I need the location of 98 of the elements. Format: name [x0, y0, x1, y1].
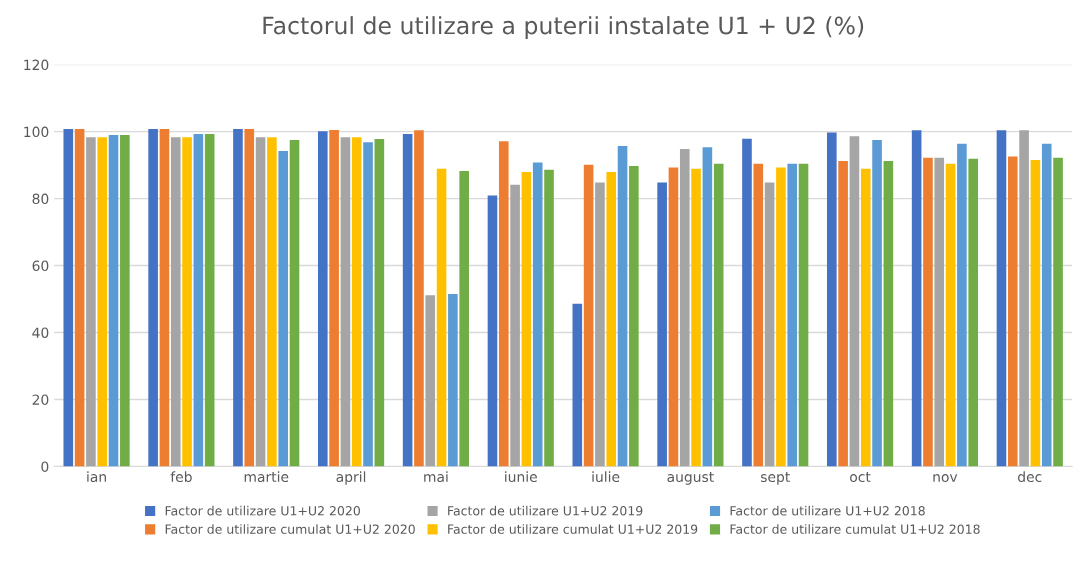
- bar: [776, 167, 786, 467]
- bar: [436, 168, 447, 467]
- bar: [872, 139, 882, 467]
- bar: [329, 129, 339, 467]
- bar: [193, 133, 204, 467]
- bar: [911, 130, 922, 467]
- x-tick-label: sept: [760, 472, 790, 485]
- legend-label: Factor de utilizare cumulat U1+U2 2019: [448, 524, 698, 534]
- bar: [798, 163, 809, 467]
- bar: [97, 137, 108, 467]
- y-tick-label: 40: [32, 327, 49, 338]
- bar: [267, 137, 277, 467]
- bar: [510, 184, 520, 467]
- bar: [595, 182, 605, 467]
- legend-label: Factor de utilizare cumulat U1+U2 2018: [730, 524, 980, 534]
- bar: [679, 149, 690, 467]
- bar: [691, 168, 701, 467]
- bar: [182, 137, 192, 467]
- bar: [108, 134, 119, 467]
- bar: [459, 171, 469, 467]
- bar: [233, 128, 243, 467]
- bar: [1053, 157, 1063, 467]
- legend-label: Factor de utilizare U1+U2 2018: [730, 505, 925, 516]
- bar: [572, 303, 583, 467]
- bar: [996, 130, 1007, 467]
- bar: [764, 182, 775, 467]
- bar: [244, 128, 255, 467]
- bar: [170, 137, 181, 467]
- x-tick-label: april: [336, 471, 366, 485]
- bar: [448, 294, 458, 467]
- x-tick-label: mai: [424, 471, 448, 483]
- legend-label: Factor de utilizare U1+U2 2020: [165, 505, 360, 516]
- x-tick-label: nov: [933, 474, 958, 483]
- bar: [340, 137, 351, 467]
- bar: [363, 142, 373, 467]
- x-tick-label: ian: [87, 471, 106, 483]
- x-tick-label: feb: [170, 471, 192, 483]
- bar: [498, 141, 509, 467]
- bar: [402, 133, 413, 467]
- legend-label: Factor de utilizare U1+U2 2019: [448, 505, 643, 516]
- bar: [289, 139, 300, 467]
- bar: [968, 158, 978, 467]
- bar: [787, 163, 798, 467]
- bar: [425, 295, 436, 467]
- bar: [159, 128, 170, 467]
- bar: [120, 134, 130, 467]
- y-tick-label: 80: [32, 193, 49, 205]
- bar: [702, 147, 713, 467]
- bar: [374, 138, 385, 467]
- bar: [934, 157, 945, 467]
- x-tick-label: martie: [244, 471, 289, 483]
- y-tick-label: 20: [32, 394, 49, 405]
- bar: [945, 163, 956, 467]
- bar: [255, 137, 266, 467]
- bar: [849, 136, 860, 467]
- bar: [414, 130, 424, 467]
- chart-title: Factorul de utilizare a puterii instalate U1 + U2 (%): [263, 16, 864, 39]
- bar: [657, 182, 667, 467]
- bar: [278, 151, 289, 467]
- y-tick-label: 120: [24, 59, 49, 71]
- bar: [606, 172, 617, 467]
- bar: [63, 128, 74, 467]
- bar: [668, 167, 679, 467]
- bar: [827, 132, 837, 467]
- bar: [713, 163, 724, 467]
- y-tick-label: 100: [24, 126, 49, 138]
- x-tick-label: august: [667, 472, 714, 485]
- bar: [74, 128, 85, 467]
- bar: [583, 164, 594, 467]
- bar: [487, 195, 498, 467]
- bar: [1041, 143, 1052, 467]
- bar: [317, 131, 328, 467]
- bar: [1019, 130, 1029, 467]
- y-tick-label: 0: [41, 461, 49, 472]
- bar: [521, 172, 532, 467]
- x-tick-label: iulie: [592, 471, 620, 483]
- legend-label: Factor de utilizare cumulat U1+U2 2020: [165, 524, 415, 534]
- y-tick-label: 60: [32, 260, 49, 272]
- bar: [351, 137, 362, 467]
- bar: [742, 138, 752, 467]
- bar: [204, 133, 215, 467]
- x-tick-label: iunie: [505, 471, 537, 483]
- bar: [1007, 156, 1018, 467]
- bar: [148, 128, 158, 467]
- bar: [860, 168, 871, 467]
- bar: [923, 157, 933, 467]
- bar: [957, 143, 967, 467]
- bar: [86, 137, 96, 467]
- bar: [1030, 160, 1041, 467]
- x-tick-label: oct: [850, 472, 871, 483]
- bar: [544, 169, 554, 467]
- bar: [753, 163, 764, 467]
- bar: [617, 146, 628, 467]
- bar: [532, 162, 543, 467]
- bar: [838, 161, 848, 467]
- x-tick-label: dec: [1018, 471, 1042, 483]
- bar: [883, 161, 894, 467]
- bar: [629, 166, 639, 467]
